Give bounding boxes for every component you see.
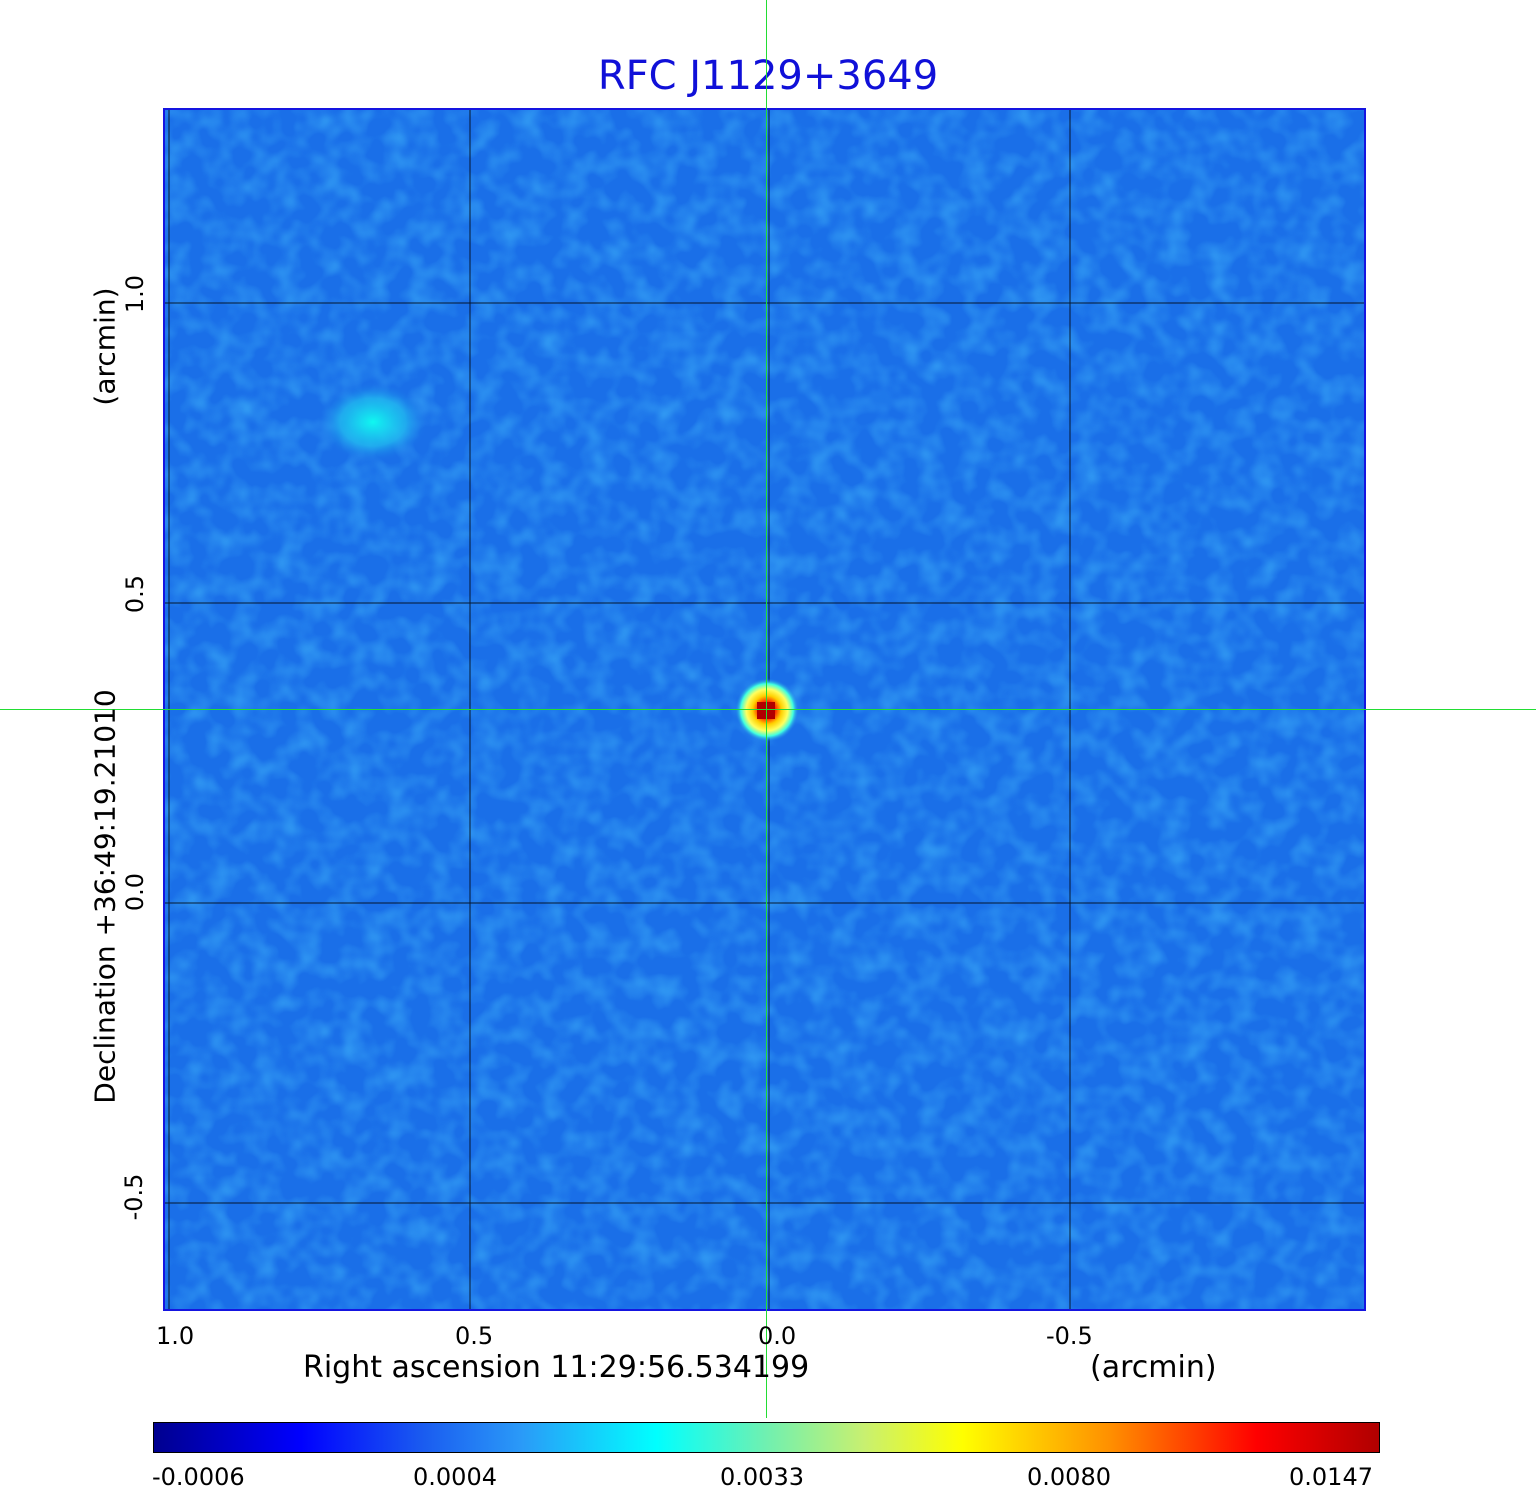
y-tick: 0.0 bbox=[121, 872, 149, 912]
colorbar-tick: 0.0080 bbox=[1027, 1463, 1111, 1491]
extended-emission bbox=[318, 382, 428, 462]
y-axis-title: Declination +36:49:19.21010 bbox=[89, 622, 122, 1172]
crosshair-horizontal bbox=[0, 709, 1536, 710]
x-tick: 0.0 bbox=[758, 1322, 797, 1350]
y-tick: -0.5 bbox=[120, 1173, 148, 1221]
colorbar-tick: 0.0147 bbox=[1289, 1463, 1373, 1491]
image-title: RFC J1129+3649 bbox=[597, 53, 939, 99]
colorbar bbox=[153, 1422, 1380, 1453]
x-tick: 0.5 bbox=[455, 1322, 494, 1350]
x-axis-label: Right ascension 11:29:56.534199 bbox=[303, 1350, 810, 1385]
x-axis-unit: (arcmin) bbox=[1090, 1350, 1217, 1385]
y-tick: 1.0 bbox=[121, 274, 149, 314]
colorbar-tick: 0.0033 bbox=[720, 1463, 804, 1491]
x-tick: -0.5 bbox=[1046, 1322, 1093, 1350]
x-tick: 1.0 bbox=[156, 1322, 195, 1350]
colorbar-tick: -0.0006 bbox=[152, 1463, 245, 1491]
colorbar-tick: 0.0004 bbox=[413, 1463, 497, 1491]
y-axis-label: Declination +36:49:19.21010 bbox=[88, 689, 122, 1104]
y-axis-unit: (arcmin) bbox=[88, 287, 122, 406]
y-tick: 0.5 bbox=[121, 574, 149, 614]
